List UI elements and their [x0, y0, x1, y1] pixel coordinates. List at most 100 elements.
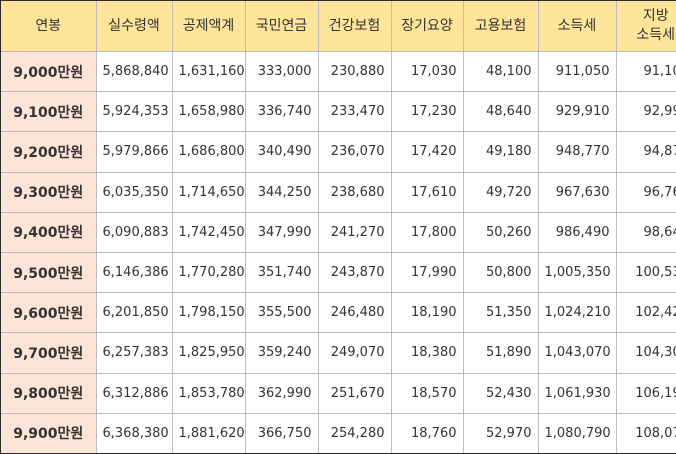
header-health-insurance: 건강보험 [317, 1, 392, 52]
total-deduction-cell: 1,798,150 [171, 292, 246, 334]
annual-salary-cell: 9,200만원 [1, 131, 97, 173]
local-income-tax-cell: 108,070 [615, 412, 676, 453]
table-row: 9,600만원 6,201,850 1,798,150 355,500 246,480 1… [1, 292, 676, 334]
health-insurance-cell: 236,070 [317, 131, 392, 173]
table-row: 9,300만원 6,035,350 1,714,650 344,250 238,680 1… [1, 171, 676, 213]
annual-salary-cell: 9,300만원 [1, 171, 97, 213]
long-term-care-cell: 18,380 [390, 332, 464, 374]
local-income-tax-cell: 92,990 [615, 91, 676, 133]
header-income-tax: 소득세 [537, 1, 617, 52]
income-tax-cell: 1,043,070 [537, 332, 617, 374]
header-national-pension: 국민연금 [244, 1, 319, 52]
health-insurance-cell: 254,280 [317, 412, 392, 453]
total-deduction-cell: 1,631,160 [171, 50, 246, 93]
long-term-care-cell: 18,570 [390, 372, 464, 414]
total-deduction-cell: 1,770,280 [171, 251, 246, 294]
long-term-care-cell: 17,990 [390, 251, 464, 294]
net-pay-cell: 5,979,866 [95, 131, 173, 173]
annual-salary-cell: 9,800만원 [1, 372, 97, 414]
employment-insurance-cell: 51,890 [462, 332, 539, 374]
local-income-tax-cell: 104,300 [615, 332, 676, 374]
employment-insurance-cell: 48,100 [462, 50, 539, 93]
national-pension-cell: 333,000 [244, 50, 319, 93]
income-tax-cell: 911,050 [537, 50, 617, 93]
income-tax-cell: 1,080,790 [537, 412, 617, 453]
table-row: 9,200만원 5,979,866 1,686,800 340,490 236,070 1… [1, 131, 676, 173]
employment-insurance-cell: 50,800 [462, 251, 539, 294]
national-pension-cell: 362,990 [244, 372, 319, 414]
total-deduction-cell: 1,742,450 [171, 211, 246, 253]
net-pay-cell: 6,257,383 [95, 332, 173, 374]
annual-salary-cell: 9,700만원 [1, 332, 97, 374]
net-pay-cell: 6,312,886 [95, 372, 173, 414]
national-pension-cell: 340,490 [244, 131, 319, 173]
net-pay-cell: 6,090,883 [95, 211, 173, 253]
long-term-care-cell: 18,190 [390, 292, 464, 334]
net-pay-cell: 5,868,840 [95, 50, 173, 93]
header-net-pay: 실수령액 [95, 1, 173, 52]
header-long-term-care: 장기요양 [390, 1, 464, 52]
table-row: 9,900만원 6,368,380 1,881,620 366,750 254,280 1… [1, 412, 676, 453]
header-local-income-tax-line1: 지방 [642, 8, 669, 24]
total-deduction-cell: 1,853,780 [171, 372, 246, 414]
national-pension-cell: 355,500 [244, 292, 319, 334]
national-pension-cell: 359,240 [244, 332, 319, 374]
health-insurance-cell: 246,480 [317, 292, 392, 334]
income-tax-cell: 1,005,350 [537, 251, 617, 294]
annual-salary-cell: 9,900만원 [1, 412, 97, 453]
health-insurance-cell: 233,470 [317, 91, 392, 133]
total-deduction-cell: 1,658,980 [171, 91, 246, 133]
table-row: 9,700만원 6,257,383 1,825,950 359,240 249,070 1… [1, 332, 676, 374]
net-pay-cell: 6,201,850 [95, 292, 173, 334]
long-term-care-cell: 17,230 [390, 91, 464, 133]
local-income-tax-cell: 96,760 [615, 171, 676, 213]
local-income-tax-cell: 98,640 [615, 211, 676, 253]
header-local-income-tax-line2: 소득세 [636, 27, 676, 43]
income-tax-cell: 967,630 [537, 171, 617, 213]
long-term-care-cell: 17,610 [390, 171, 464, 213]
annual-salary-cell: 9,600만원 [1, 292, 97, 334]
national-pension-cell: 351,740 [244, 251, 319, 294]
net-pay-cell: 6,368,380 [95, 412, 173, 453]
local-income-tax-cell: 100,530 [615, 251, 676, 294]
table-row: 9,400만원 6,090,883 1,742,450 347,990 241,270 1… [1, 211, 676, 253]
national-pension-cell: 344,250 [244, 171, 319, 213]
health-insurance-cell: 230,880 [317, 50, 392, 93]
table-row: 9,500만원 6,146,386 1,770,280 351,740 243,870 1… [1, 251, 676, 294]
annual-salary-cell: 9,500만원 [1, 251, 97, 294]
health-insurance-cell: 243,870 [317, 251, 392, 294]
annual-salary-cell: 9,400만원 [1, 211, 97, 253]
health-insurance-cell: 238,680 [317, 171, 392, 213]
employment-insurance-cell: 49,180 [462, 131, 539, 173]
table-row: 9,000만원 5,868,840 1,631,160 333,000 230,880 1… [1, 50, 676, 93]
table-body: 9,000만원 5,868,840 1,631,160 333,000 230,880 1… [1, 50, 676, 453]
employment-insurance-cell: 52,970 [462, 412, 539, 453]
employment-insurance-cell: 50,260 [462, 211, 539, 253]
header-row: 연봉 실수령액 공제액계 국민연금 건강보험 장기요양 고용보험 소득세 지방 … [1, 1, 676, 52]
employment-insurance-cell: 52,430 [462, 372, 539, 414]
employment-insurance-cell: 49,720 [462, 171, 539, 213]
table-row: 9,800만원 6,312,886 1,853,780 362,990 251,670 1… [1, 372, 676, 414]
national-pension-cell: 336,740 [244, 91, 319, 133]
long-term-care-cell: 17,420 [390, 131, 464, 173]
total-deduction-cell: 1,686,800 [171, 131, 246, 173]
local-income-tax-cell: 102,420 [615, 292, 676, 334]
national-pension-cell: 366,750 [244, 412, 319, 453]
employment-insurance-cell: 48,640 [462, 91, 539, 133]
income-tax-cell: 1,024,210 [537, 292, 617, 334]
table-row: 9,100만원 5,924,353 1,658,980 336,740 233,470 1… [1, 91, 676, 133]
income-tax-cell: 929,910 [537, 91, 617, 133]
health-insurance-cell: 251,670 [317, 372, 392, 414]
header-local-income-tax: 지방 소득세 [615, 1, 676, 52]
long-term-care-cell: 17,800 [390, 211, 464, 253]
health-insurance-cell: 249,070 [317, 332, 392, 374]
header-employment-insurance: 고용보험 [462, 1, 539, 52]
net-pay-cell: 6,035,350 [95, 171, 173, 213]
net-pay-cell: 6,146,386 [95, 251, 173, 294]
income-tax-cell: 986,490 [537, 211, 617, 253]
local-income-tax-cell: 94,870 [615, 131, 676, 173]
total-deduction-cell: 1,881,620 [171, 412, 246, 453]
national-pension-cell: 347,990 [244, 211, 319, 253]
